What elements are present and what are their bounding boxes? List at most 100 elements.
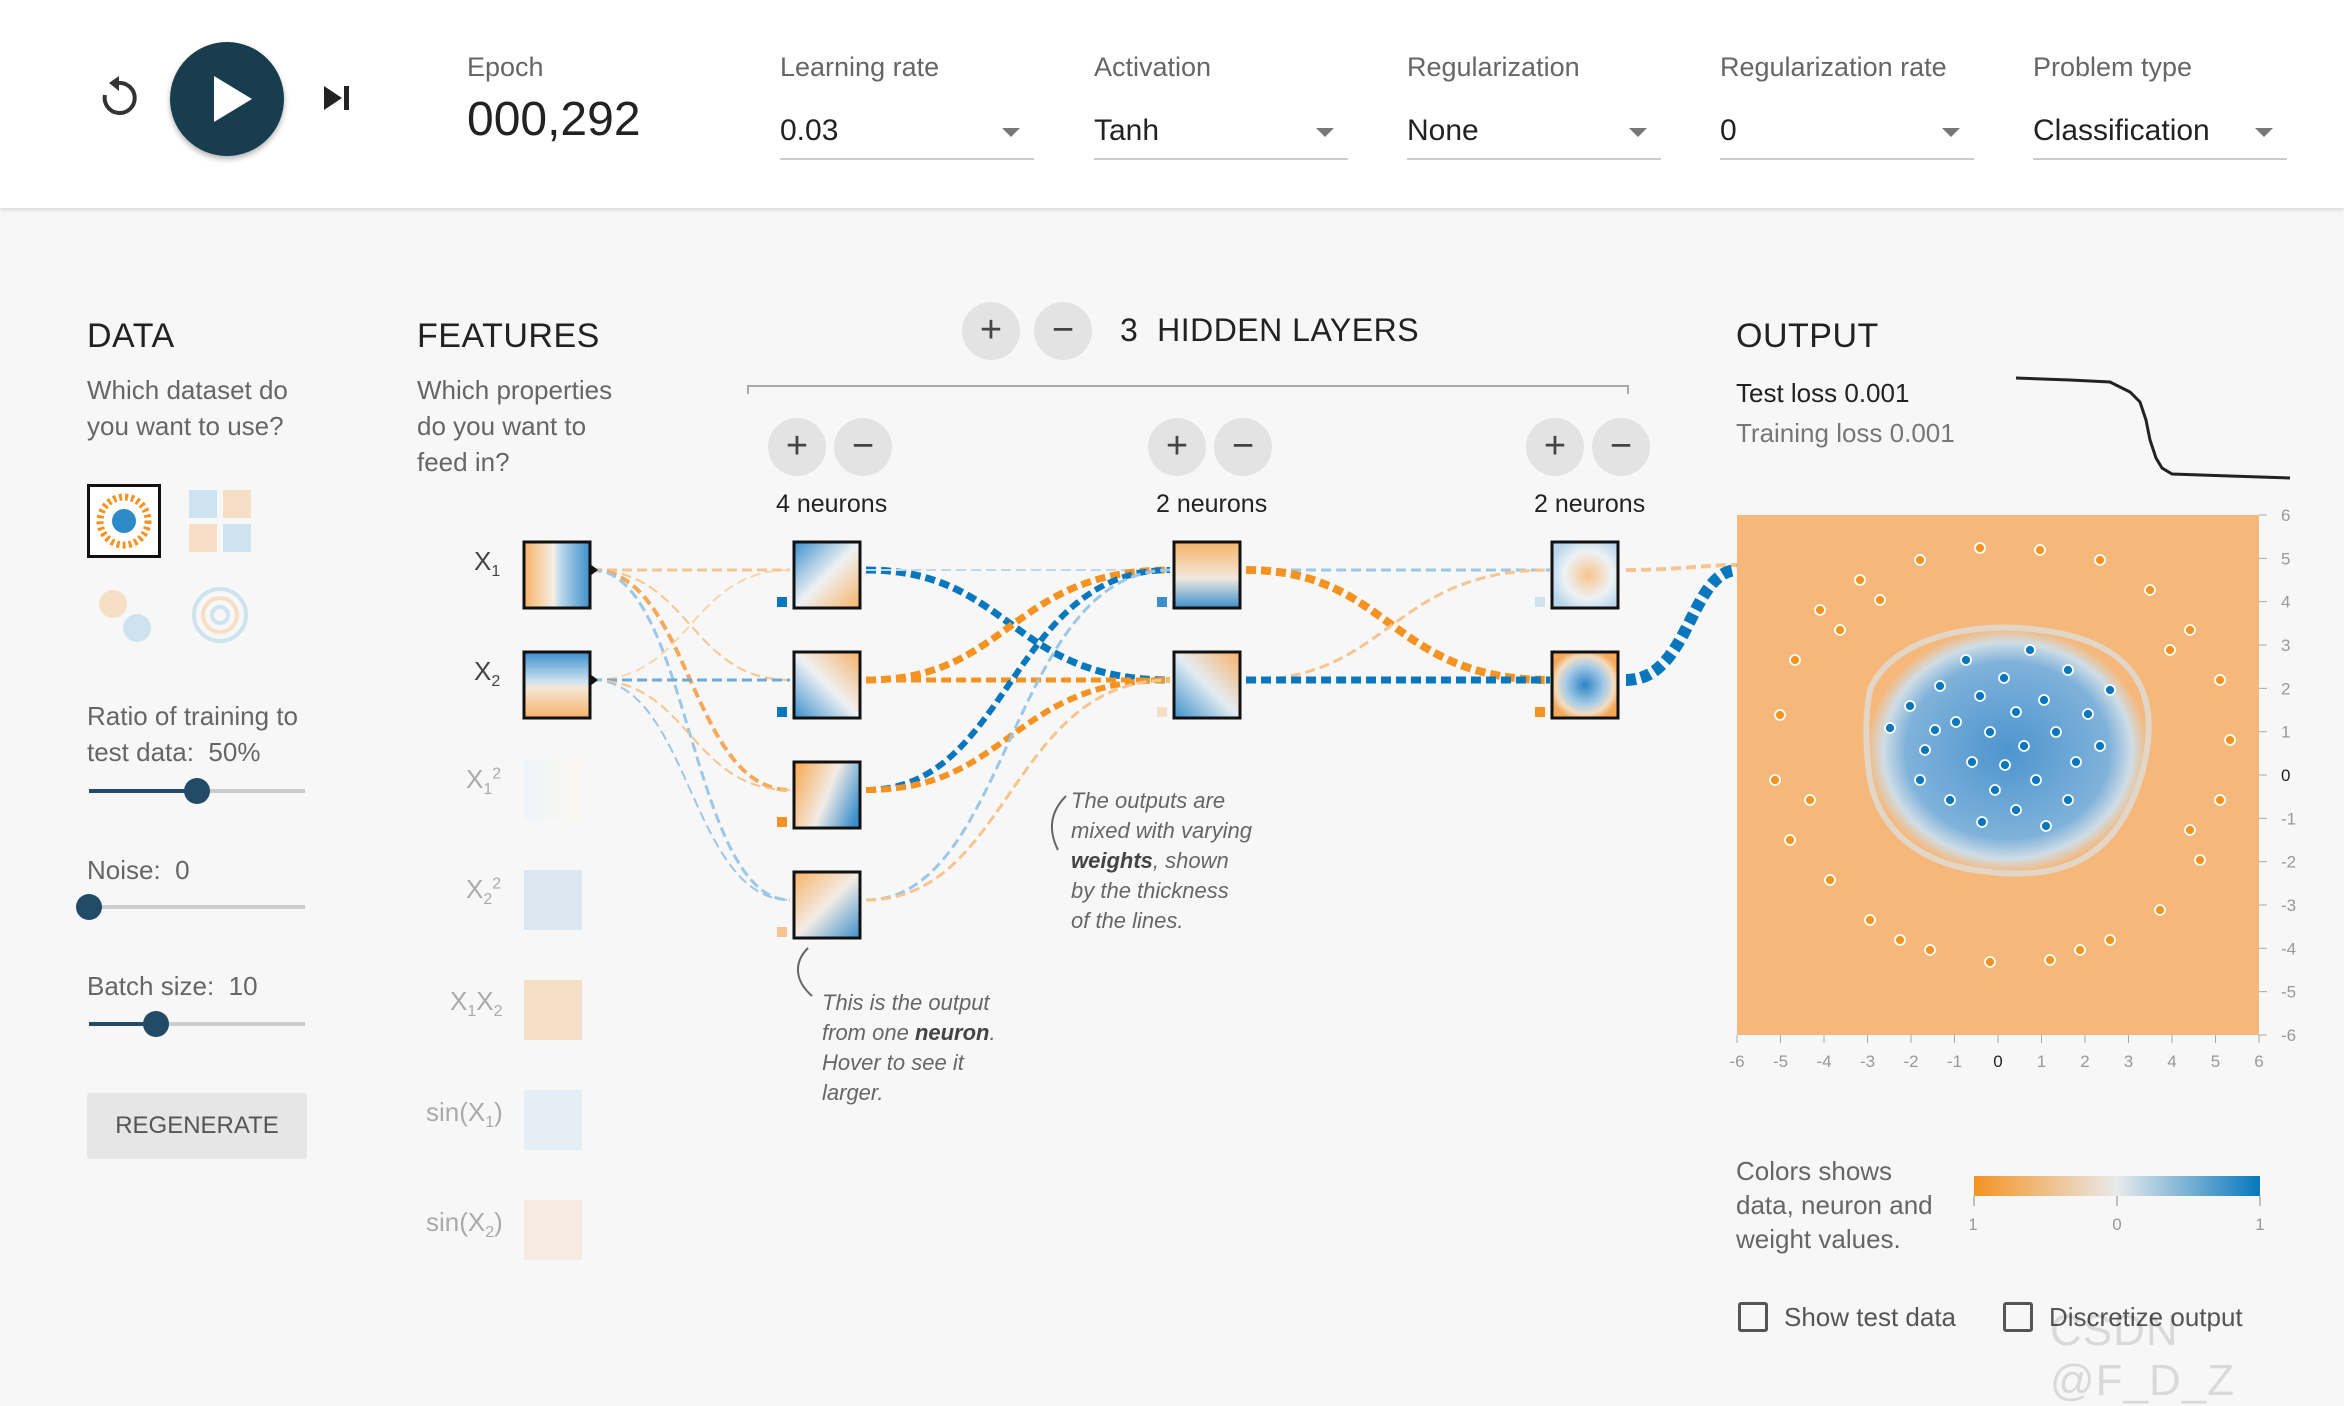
data-question-line: Which dataset do [87,375,288,405]
ratio-slider[interactable] [89,778,305,804]
bias-marker [1157,707,1167,717]
neuron-note-line: from one [822,1020,915,1045]
feature-label-base: sin(X [426,1207,486,1237]
ratio-slider-knob[interactable] [184,778,210,804]
minus-icon: − [851,425,875,467]
reset-icon[interactable] [96,75,142,121]
plus-icon: + [785,425,809,467]
discretize-output-checkbox[interactable] [2003,1302,2033,1332]
noise-slider-knob[interactable] [76,894,102,920]
feature-label-sub: 2 [493,1003,503,1021]
regularization-rate-value: 0 [1720,114,1737,147]
feature-sin-x1-node[interactable] [524,1090,582,1150]
dataset-xor-thumb[interactable] [183,484,257,558]
ratio-label: Ratio of training to test data: 50% [87,698,298,770]
bias-marker [777,597,787,607]
y-tick-label: -3 [2281,896,2296,915]
feature-x1-squared-node[interactable] [524,760,582,820]
feature-label-x1-squared: X12 [466,764,501,799]
y-tick-label: -6 [2281,1026,2296,1045]
regularization-select[interactable]: None [1407,104,1661,160]
x-tick-label: 2 [2080,1052,2089,1071]
noise-label: Noise: 0 [87,852,190,888]
remove-neuron-layer3-button[interactable]: − [1592,418,1650,476]
feature-x2-squared-node[interactable] [524,870,582,930]
dataset-gauss-thumb[interactable] [87,578,161,652]
color-legend-text: Colors shows data, neuron and weight val… [1736,1154,1933,1256]
layer3-neuron-2[interactable] [1550,650,1620,720]
watermark: CSDN @F_D_Z [2050,1306,2236,1405]
regenerate-button[interactable]: REGENERATE [87,1093,307,1159]
chevron-down-icon [1002,128,1020,137]
layer3-neuron-1[interactable] [1550,540,1620,610]
activation-select[interactable]: Tanh [1094,104,1348,160]
dataset-spiral-thumb[interactable] [183,578,257,652]
feature-label-sub: 2 [483,891,493,909]
note-arrow-icon [1050,795,1067,851]
feature-label-x2: X2 [474,656,500,691]
legend-line: Colors shows [1736,1156,1893,1186]
y-tick-label: -5 [2281,983,2296,1002]
feature-sin-x2-node[interactable] [524,1200,582,1260]
features-heading: FEATURES [417,317,600,355]
layer2-neuron-1[interactable] [1172,540,1242,610]
layer-count: 3 [1120,312,1139,348]
batch-slider-knob[interactable] [143,1011,169,1037]
layer1-neuron-3[interactable] [792,760,862,830]
show-test-data-checkbox[interactable] [1738,1302,1768,1332]
x-tick-label: -6 [1729,1052,1744,1071]
batch-slider-fill [89,1022,156,1026]
data-heading: DATA [87,317,175,355]
add-neuron-layer3-button[interactable]: + [1526,418,1584,476]
layer1-neuron-count: 4 neurons [776,490,888,518]
chevron-down-icon [2255,128,2273,137]
dataset-circle-thumb[interactable] [87,484,161,558]
weights-note-bold: weights [1071,848,1153,873]
learning-rate-select[interactable]: 0.03 [780,104,1034,160]
layer1-neuron-2[interactable] [792,650,862,720]
activation-label: Activation [1094,52,1212,82]
minus-icon: − [1231,425,1255,467]
remove-neuron-layer1-button[interactable]: − [834,418,892,476]
chevron-down-icon [1942,128,1960,137]
step-icon[interactable] [320,82,354,114]
data-question-line: you want to use? [87,411,284,441]
layer1-neuron-1[interactable] [792,540,862,610]
add-neuron-layer2-button[interactable]: + [1148,418,1206,476]
ratio-value: 50% [208,737,261,767]
feature-label-base: sin(X [426,1097,486,1127]
chevron-down-icon [1629,128,1647,137]
layer1-neuron-4[interactable] [792,870,862,940]
weights-note-line: , shown [1152,848,1229,873]
play-button[interactable] [170,42,284,156]
x-tick-label: -2 [1903,1052,1918,1071]
batch-slider[interactable] [89,1011,305,1037]
add-layer-button[interactable]: + [962,302,1020,360]
remove-layer-button[interactable]: − [1034,302,1092,360]
y-tick-label: 0 [2281,766,2290,785]
feature-x1-node[interactable] [522,540,592,610]
network-links [591,563,1739,902]
feature-label-sub: 2 [485,1224,495,1242]
regularization-rate-select[interactable]: 0 [1720,104,1974,160]
layer2-neuron-2[interactable] [1172,650,1242,720]
x-tick-label: -4 [1816,1052,1831,1071]
arrow-icon [590,564,598,576]
feature-label-base: X [466,874,484,904]
x-tick-label: 1 [2037,1052,2046,1071]
add-neuron-layer1-button[interactable]: + [768,418,826,476]
neuron-note-line: This is the output [822,990,990,1015]
minus-icon: − [1051,309,1075,351]
chevron-down-icon [1316,128,1334,137]
x-tick-label: 0 [1993,1052,2002,1071]
x-tick-label: -5 [1773,1052,1788,1071]
discretize-output-label: Discretize output [2049,1302,2243,1332]
feature-x2-node[interactable] [522,650,592,720]
problem-type-select[interactable]: Classification [2033,104,2287,160]
remove-neuron-layer2-button[interactable]: − [1214,418,1272,476]
y-tick-label: 5 [2281,549,2290,568]
noise-slider[interactable] [76,894,305,920]
hidden-layers-title: 3 HIDDEN LAYERS [1120,312,1419,349]
feature-x1x2-node[interactable] [524,980,582,1040]
layer3-neuron-count: 2 neurons [1534,490,1646,518]
